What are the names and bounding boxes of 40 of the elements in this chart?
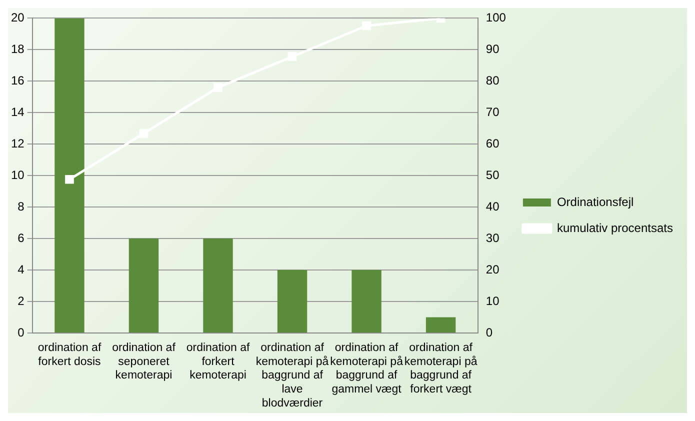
y2-tick-label: 70 <box>486 104 500 119</box>
y2-tick-label: 100 <box>486 10 506 25</box>
y-tick-label: 12 <box>10 136 25 150</box>
y-tick-label: 16 <box>10 73 25 88</box>
y-tick-label: 6 <box>18 230 25 245</box>
bar <box>128 238 159 332</box>
y-tick-label: 4 <box>18 262 25 276</box>
y2-tick-label: 20 <box>486 262 500 276</box>
y2-tick-label: 90 <box>486 42 500 56</box>
x-tick-label: ordination af forkert kemoterapi <box>186 342 250 382</box>
bar <box>277 270 308 332</box>
x-tick-label: ordination af kemoterapi på baggrund af gammel vægt <box>330 342 404 396</box>
x-tick-label: ordination af kemoterapi på baggrund af lave blodværdier <box>256 342 330 410</box>
y2-tick-label: 80 <box>486 73 500 88</box>
y2-tick-label: 50 <box>486 168 500 182</box>
x-tick-label: ordination af kemoterapi på baggrund af forkert vægt <box>404 342 478 396</box>
x-tick-label: ordination af forkert dosis <box>38 342 102 368</box>
bar <box>54 18 84 332</box>
legend-label: kumulativ procentsats <box>556 220 674 235</box>
y-tick-label: 20 <box>10 10 25 25</box>
point <box>65 174 74 184</box>
y2-tick-label: 60 <box>486 136 500 150</box>
y-tick-label: 18 <box>10 42 25 56</box>
y-tick-label: 14 <box>10 104 25 119</box>
y-tick-label: 2 <box>18 294 25 308</box>
y2-tick-label: 30 <box>486 230 500 245</box>
y-tick-label: 8 <box>18 199 25 214</box>
y-tick-label: 10 <box>10 168 25 182</box>
point <box>214 83 222 92</box>
bar <box>352 270 382 332</box>
bar <box>426 317 456 332</box>
point <box>288 52 297 62</box>
legend-label: Ordinationsfejl <box>556 194 634 209</box>
y2-tick-label: 10 <box>486 294 500 308</box>
x-tick-label: ordination af seponeret kemoterapi <box>112 342 176 382</box>
y2-tick-label: 40 <box>486 199 500 214</box>
y-tick-label: 0 <box>18 325 25 340</box>
bar <box>203 238 233 332</box>
point <box>362 21 371 30</box>
y2-tick-label: 0 <box>486 325 493 340</box>
